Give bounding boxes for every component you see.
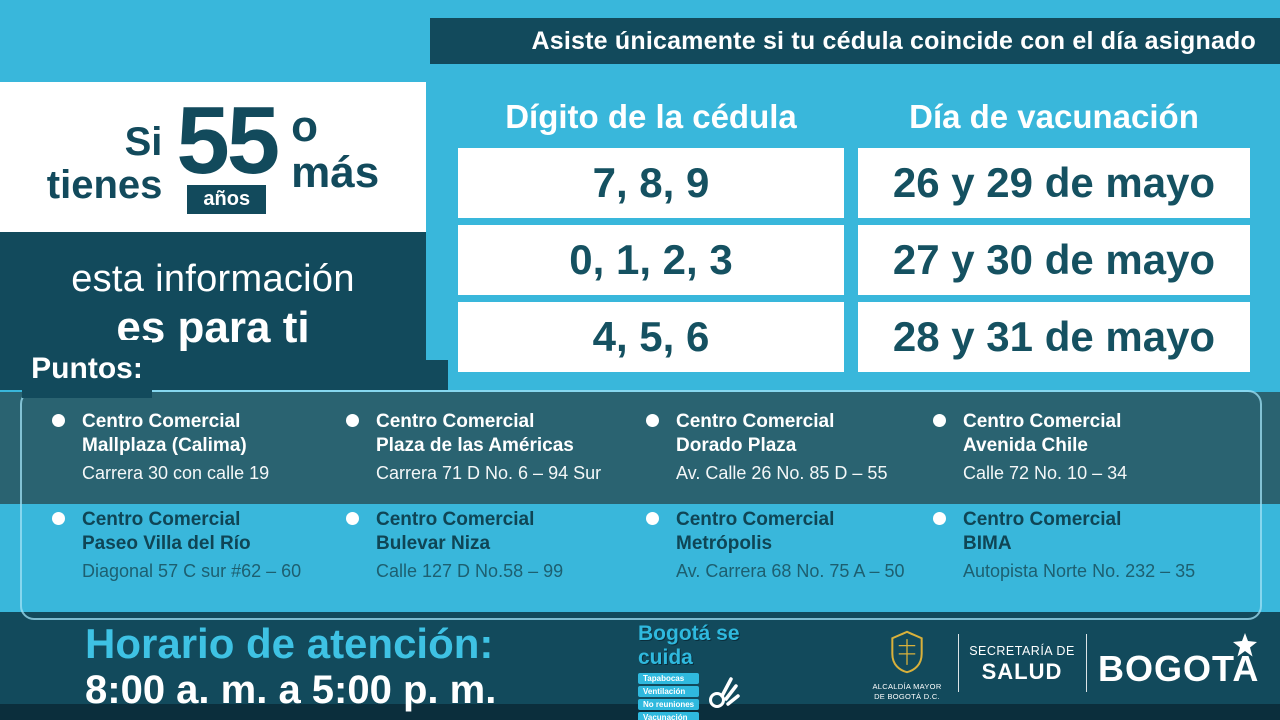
punto-name-line1: Centro Comercial [963,411,1122,432]
hero-mas: más [291,148,380,197]
punto-name-line1: Centro Comercial [376,509,535,530]
punto-address: Av. Carrera 68 No. 75 A – 50 [676,560,905,581]
schedule-header-digits: Dígito de la cédula [505,98,797,135]
measure-no-reuniones: No reuniones [638,699,700,710]
secretaria-salud-logo: SECRETARÍA DE SALUD [962,644,1082,685]
bogota-se-cuida-block: Bogotá se cuida Tapabocas Ventilación No… [638,622,788,720]
bogota-star-icon [1232,632,1258,663]
measure-ventilacion: Ventilación [638,686,700,697]
days-cell-row2: 27 y 30 de mayo [858,225,1250,295]
punto-name-line2: Avenida Chile [963,435,1088,457]
alcaldia-logo-block: ALCALDÍA MAYOR DE BOGOTÁ D.C. [872,630,942,702]
punto-item-metropolis: Centro Comercial Metrópolis Av. Carrera … [646,508,934,582]
punto-item-dorado-plaza: Centro Comercial Dorado Plaza Av. Calle … [646,410,934,484]
days-cell-row3: 28 y 31 de mayo [858,302,1250,372]
punto-name-line2: Bulevar Niza [376,533,491,555]
digits-cell-row1: 7, 8, 9 [458,148,844,218]
age-unit-badge: años [187,185,267,215]
punto-address: Carrera 30 con calle 19 [82,462,270,483]
alcaldia-line2: DE BOGOTÁ D.C. [874,691,940,701]
secretaria-line1: SECRETARÍA DE [969,644,1075,658]
punto-name-line1: Centro Comercial [963,509,1122,530]
top-banner: Asiste únicamente si tu cédula coincide … [430,18,1280,64]
measure-vacunacion: Vacunación [638,712,700,720]
hero-notch-decoration [426,360,448,390]
hero-si: Si [124,119,163,164]
punto-name-line1: Centro Comercial [376,411,535,432]
bullet-icon [933,414,946,427]
bogota-se-cuida-title: Bogotá se cuida [638,622,740,669]
hours-label: Horario de atención: [85,620,494,667]
punto-address: Autopista Norte No. 232 – 35 [963,560,1196,581]
hero-si-tienes: Si tienes [46,119,163,207]
hero-o: o [291,101,319,151]
bullet-icon [933,512,946,525]
punto-name-line1: Centro Comercial [82,411,241,432]
digits-cell-row2: 0, 1, 2, 3 [458,225,844,295]
hero-o-mas: o más [291,101,380,197]
bullet-icon [52,414,65,427]
secretaria-line2: SALUD [981,659,1063,684]
punto-address: Calle 72 No. 10 – 34 [963,462,1128,483]
punto-name-line2: Metrópolis [676,533,773,555]
punto-name-line1: Centro Comercial [676,509,835,530]
hours-value: 8:00 a. m. a 5:00 p. m. [85,668,497,712]
punto-name-line2: BIMA [963,533,1012,555]
bullet-icon [646,512,659,525]
care-measures-list: Tapabocas Ventilación No reuniones Vacun… [638,673,700,720]
puntos-row1-band [0,392,1280,504]
hero-age-column: 55 años [176,86,280,215]
punto-item-bima: Centro Comercial BIMA Autopista Norte No… [933,508,1221,582]
alcaldia-crest-icon [888,630,926,678]
punto-address: Calle 127 D No.58 – 99 [376,560,564,581]
days-cell-row1: 26 y 29 de mayo [858,148,1250,218]
bogota-wordmark: BOGOTA [1098,648,1260,689]
punto-item-bulevar-niza: Centro Comercial Bulevar Niza Calle 127 … [346,508,634,582]
schedule-header-days: Día de vacunación [909,98,1199,135]
punto-address: Av. Calle 26 No. 85 D – 55 [676,462,888,483]
hero-age-box: Si tienes 55 años o más [0,82,426,232]
hero-tienes: tienes [46,163,163,207]
punto-name-line2: Paseo Villa del Río [82,533,251,555]
footer-divider-1 [958,634,959,692]
punto-item-plaza-americas: Centro Comercial Plaza de las Américas C… [346,410,634,484]
top-banner-text: Asiste únicamente si tu cédula coincide … [531,26,1256,55]
hero-message-line1: esta información [71,258,355,300]
punto-item-paseo-villa-del-rio: Centro Comercial Paseo Villa del Río Dia… [52,508,340,582]
bullet-icon [346,414,359,427]
measure-tapabocas: Tapabocas [638,673,700,684]
alcaldia-line1: ALCALDÍA MAYOR [872,682,942,691]
punto-name-line1: Centro Comercial [676,411,835,432]
bullet-icon [346,512,359,525]
ok-hand-icon [705,673,741,716]
punto-address: Carrera 71 D No. 6 – 94 Sur [376,462,602,483]
punto-name-line2: Plaza de las Américas [376,435,574,457]
age-value: 55 [176,86,280,194]
punto-name-line2: Mallplaza (Calima) [82,435,247,457]
digits-cell-row3: 4, 5, 6 [458,302,844,372]
punto-item-mallplaza: Centro Comercial Mallplaza (Calima) Carr… [52,410,340,484]
punto-address: Diagonal 57 C sur #62 – 60 [82,560,302,581]
bullet-icon [52,512,65,525]
punto-name-line2: Dorado Plaza [676,435,797,457]
footer-divider-2 [1086,634,1087,692]
punto-name-line1: Centro Comercial [82,509,241,530]
bullet-icon [646,414,659,427]
puntos-section-label: Puntos: [22,340,152,398]
alcaldia-text: ALCALDÍA MAYOR DE BOGOTÁ D.C. [872,682,942,702]
punto-item-avenida-chile: Centro Comercial Avenida Chile Calle 72 … [933,410,1221,484]
